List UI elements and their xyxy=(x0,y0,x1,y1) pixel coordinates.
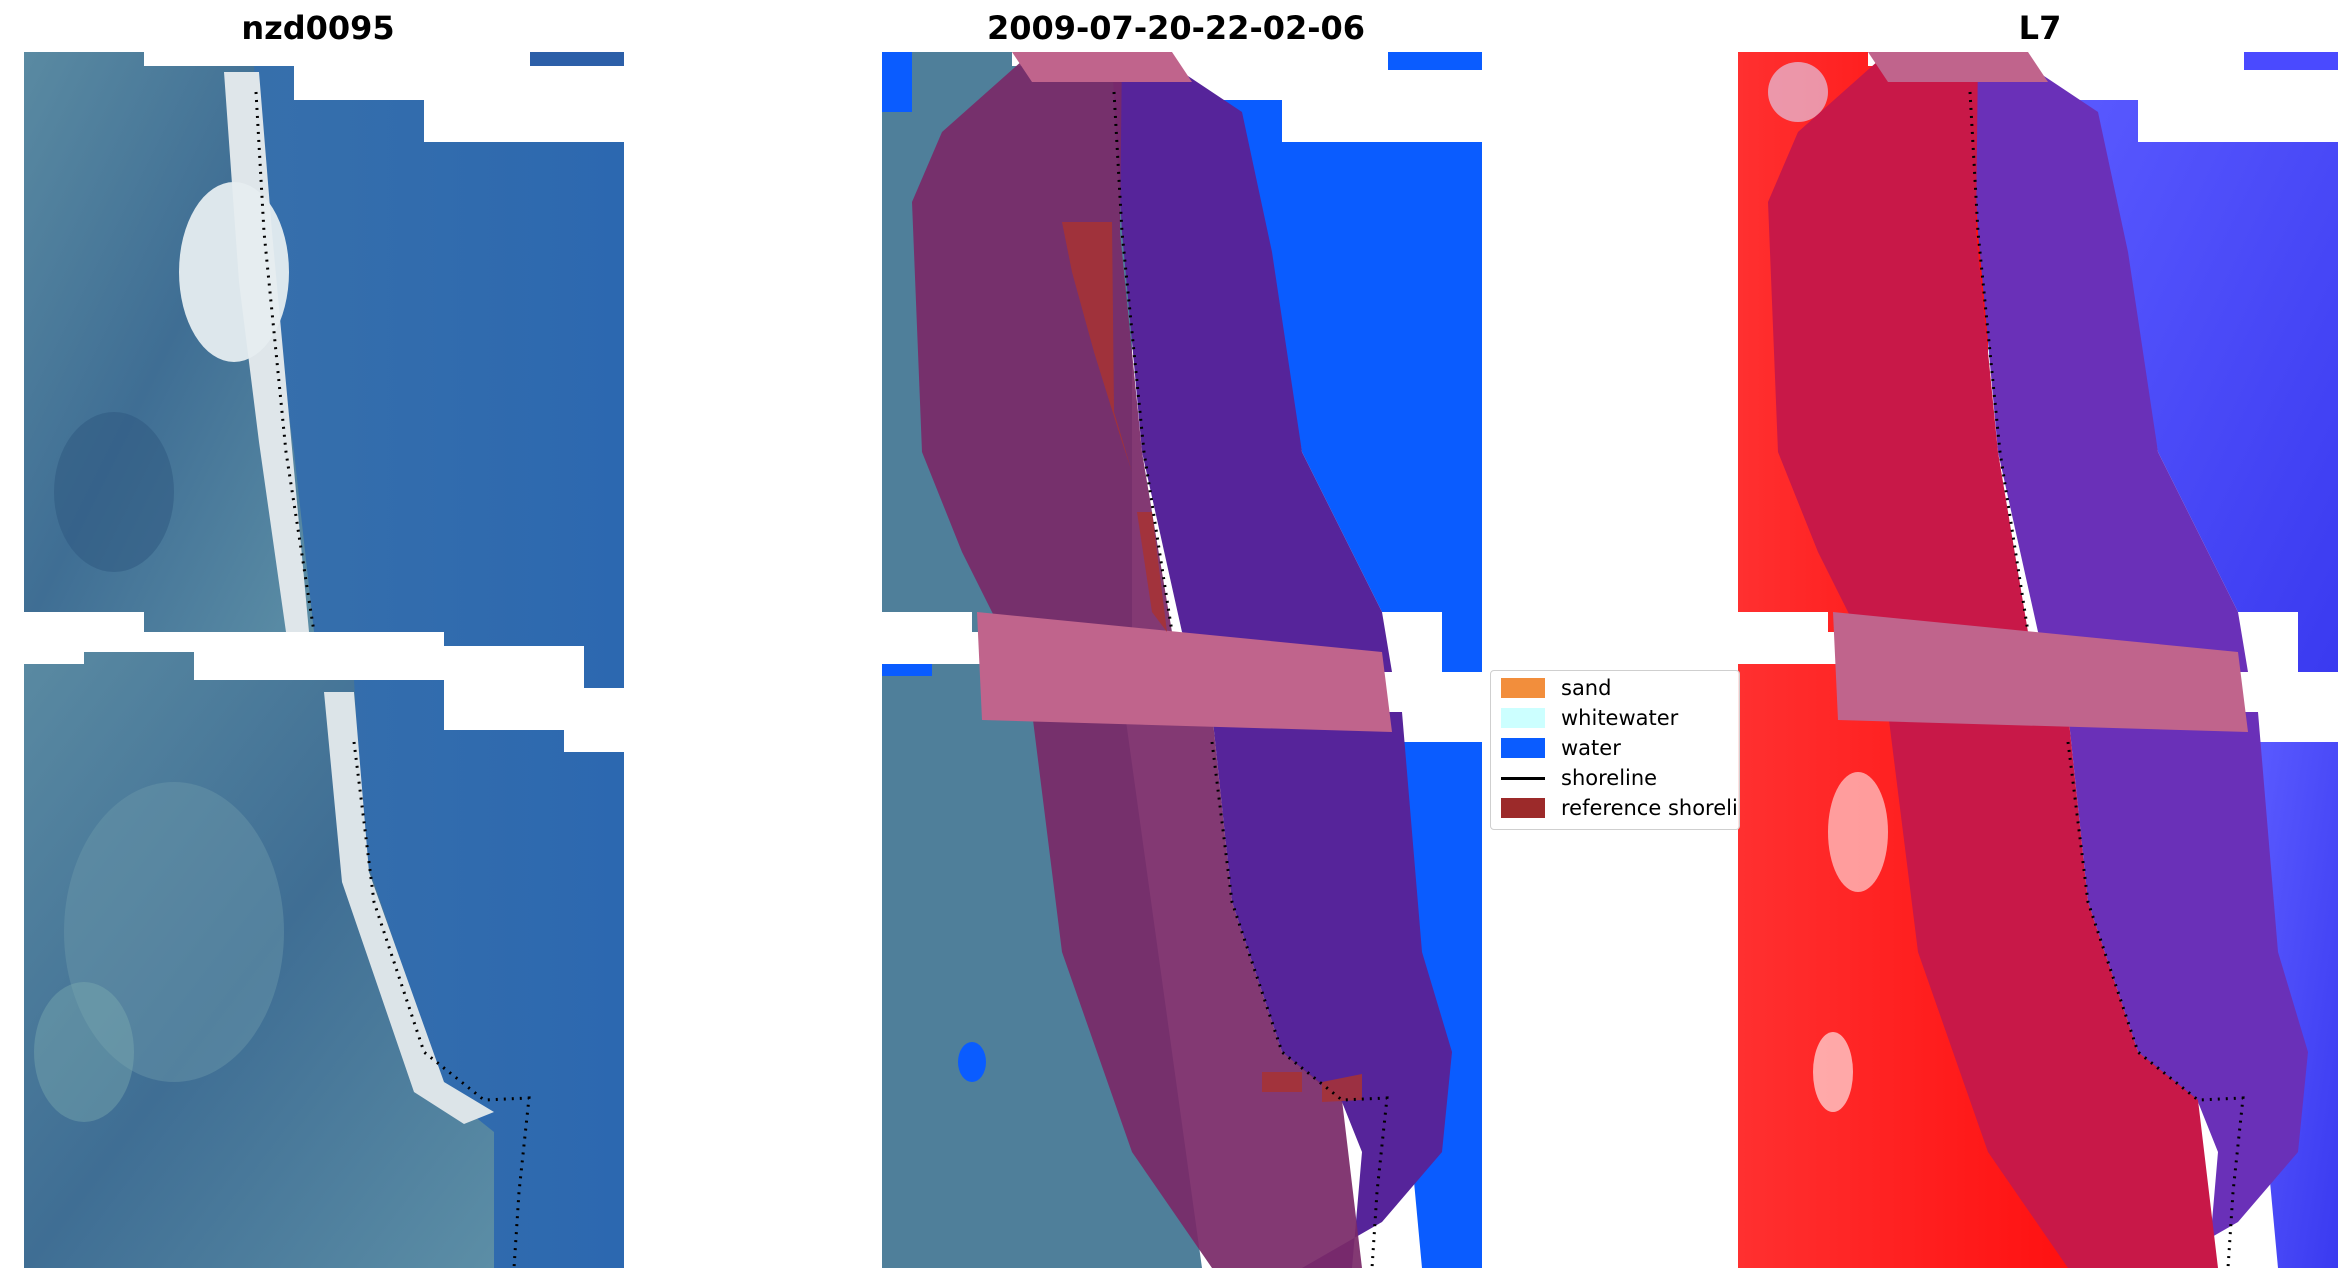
index-water-top xyxy=(2058,100,2338,672)
rgb-image xyxy=(24,52,624,1268)
legend-label: sand xyxy=(1561,676,1612,700)
legend-item-sand: sand xyxy=(1501,674,1611,702)
shoreline-line xyxy=(254,91,531,1268)
legend-label: water xyxy=(1561,736,1621,760)
legend-item-shoreline: shoreline xyxy=(1501,764,1657,792)
shoreline-line xyxy=(1968,91,2245,1268)
index-image xyxy=(1738,52,2338,1268)
left-panel-title: nzd0095 xyxy=(241,9,395,47)
legend-item-water: water xyxy=(1501,734,1621,762)
shoreline-line xyxy=(1112,91,1389,1268)
gap-buffer-strip xyxy=(977,612,1392,732)
legend-label: shoreline xyxy=(1561,766,1658,790)
legend-swatch-reference-shoreline xyxy=(1501,798,1545,818)
legend-swatch-whitewater xyxy=(1501,708,1545,728)
legend-item-whitewater: whitewater xyxy=(1501,704,1678,732)
legend: sand whitewater water shoreline referenc… xyxy=(1490,670,1740,830)
classification-image xyxy=(882,52,1482,1268)
center-panel-title: 2009-07-20-22-02-06 xyxy=(986,9,1366,47)
legend-label: reference shoreline xyxy=(1561,796,1739,820)
buffer-land-zone xyxy=(912,52,1172,632)
legend-label: whitewater xyxy=(1561,706,1679,730)
rgb-bottom-tile xyxy=(24,652,624,1268)
index-panel xyxy=(1738,52,2338,1268)
classification-panel xyxy=(882,52,1482,1268)
legend-swatch-water xyxy=(1501,738,1545,758)
inland-water-patch xyxy=(958,1042,986,1082)
reference-shoreline-area xyxy=(1062,222,1132,472)
rgb-top-tile xyxy=(24,52,624,688)
legend-line-shoreline xyxy=(1501,776,1545,780)
buffer-water-zone xyxy=(1112,62,1392,672)
rgb-image-panel xyxy=(24,52,624,1268)
legend-item-reference-shoreline: reference shoreline xyxy=(1501,794,1739,822)
legend-swatch-sand xyxy=(1501,678,1545,698)
right-panel-title: L7 xyxy=(2018,9,2062,47)
